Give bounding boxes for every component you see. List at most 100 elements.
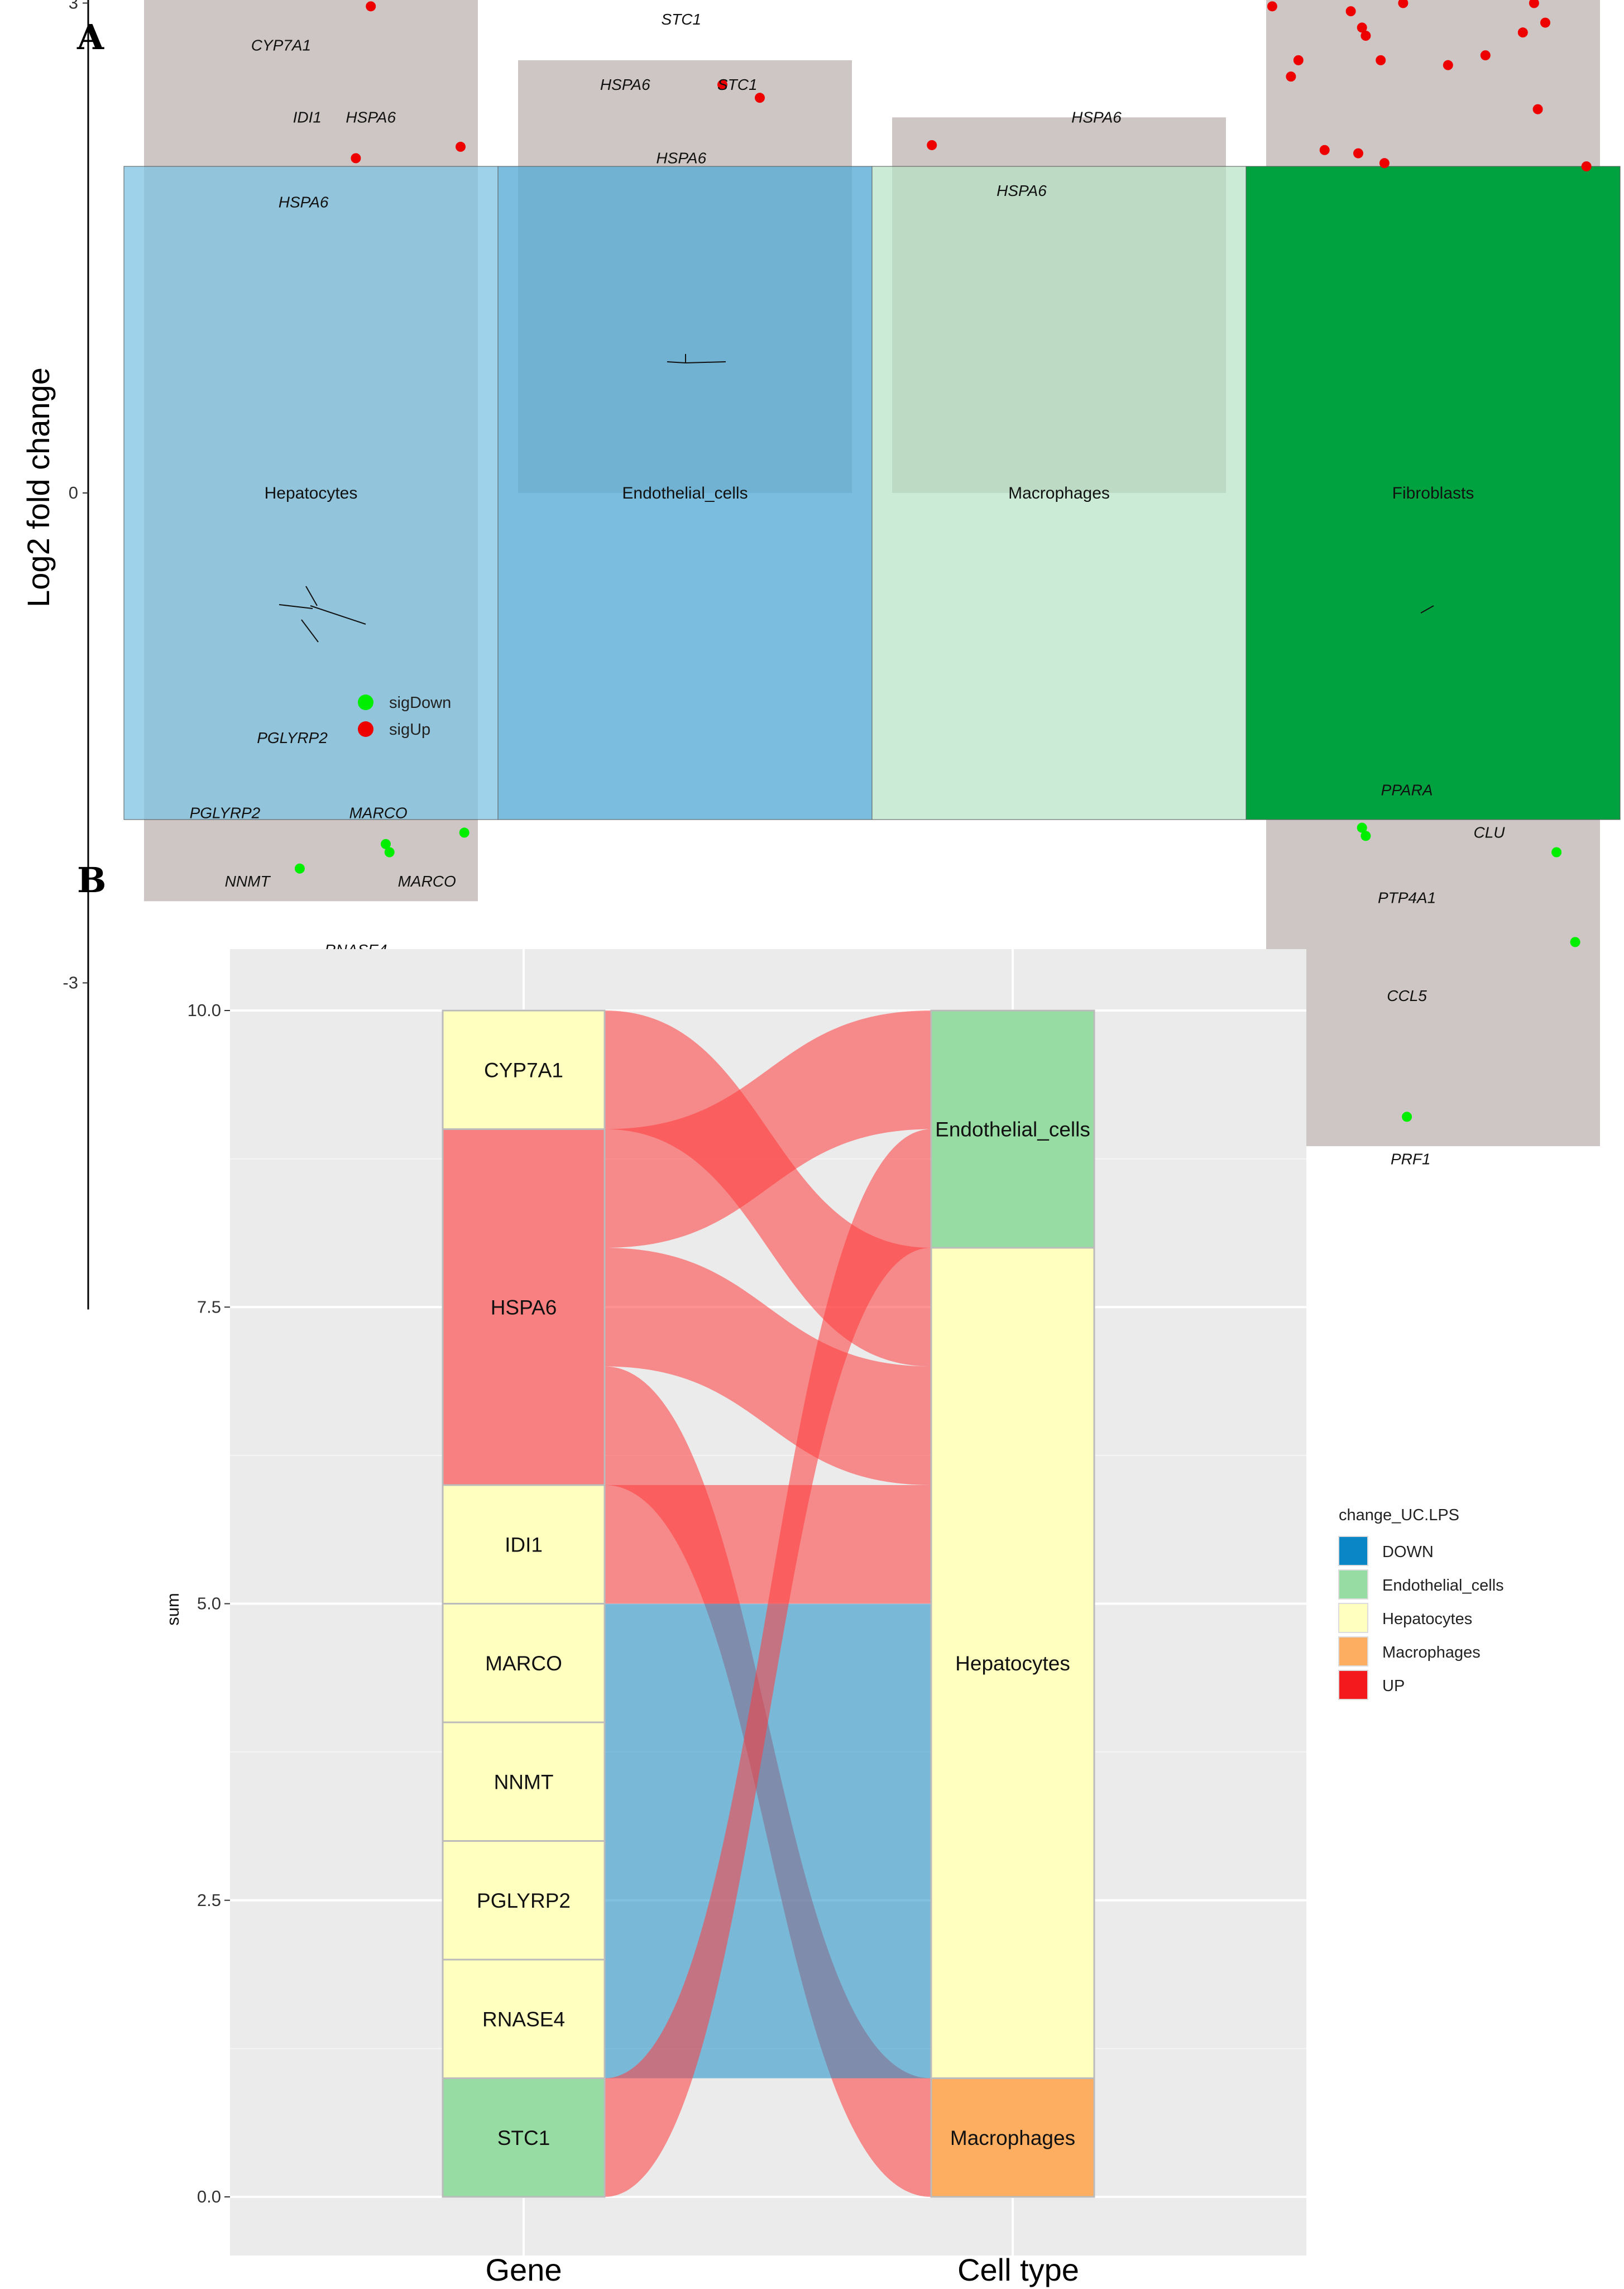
gene-label-24: CCL5 <box>1387 987 1427 1004</box>
data-point-34 <box>1319 145 1330 155</box>
y-tick-label-2: 5.0 <box>197 1594 221 1613</box>
label-connector-5 <box>667 361 686 363</box>
y-tick-label-0: 0.0 <box>197 2187 221 2206</box>
data-point-26 <box>1517 27 1528 38</box>
label-connector-7 <box>1420 605 1434 614</box>
legend-label-hepatocytes: Hepatocytes <box>1382 1610 1472 1628</box>
data-point-35 <box>1353 148 1363 159</box>
cell-stratum-macrophages <box>930 2077 1095 2198</box>
data-point-1 <box>351 153 361 164</box>
data-point-24 <box>1357 22 1367 33</box>
data-point-38 <box>1357 822 1367 833</box>
cell-type-box-hepatocytes <box>123 166 499 820</box>
legend-label-down: DOWN <box>1382 1543 1434 1561</box>
y-axis-title: sum <box>163 1593 183 1626</box>
data-point-27 <box>1540 17 1550 28</box>
cell-type-label-macrophages: Macrophages <box>1008 484 1110 502</box>
data-point-2 <box>456 141 466 152</box>
gene-label-25: PRF1 <box>1391 1150 1431 1167</box>
y-tick-label-2: 0 <box>69 483 78 502</box>
gene-label-2: HSPA6 <box>346 108 396 126</box>
data-point-6 <box>459 827 470 838</box>
gene-stratum-marco <box>442 1603 606 1723</box>
gene-stratum-label-hspa6: HSPA6 <box>491 1296 557 1319</box>
data-point-23 <box>1345 6 1356 17</box>
data-point-31 <box>1480 50 1491 61</box>
gene-stratum-cyp7a1 <box>442 1009 606 1130</box>
data-point-32 <box>1286 71 1296 82</box>
y-axis-title: Log2 fold change <box>21 367 56 607</box>
y-tick-label-3: -3 <box>63 973 78 993</box>
data-point-30 <box>1443 60 1453 70</box>
gene-stratum-idi1 <box>442 1484 606 1605</box>
data-point-3 <box>381 839 391 849</box>
data-point-22 <box>1267 1 1277 12</box>
data-point-5 <box>294 863 305 874</box>
data-point-8 <box>755 93 765 103</box>
gene-label-12: STC1 <box>717 76 758 93</box>
data-point-28 <box>1293 55 1304 65</box>
data-point-4 <box>384 847 395 858</box>
gene-label-4: PGLYRP2 <box>257 729 328 746</box>
legend-key-hepatocytes <box>1338 1603 1368 1633</box>
legend-title: change_UC.LPS <box>1339 1506 1459 1524</box>
gene-stratum-label-nnmt: NNMT <box>494 1770 554 1793</box>
flow-1 <box>605 1011 931 1248</box>
flow-2 <box>605 1248 931 1485</box>
data-point-37 <box>1581 161 1592 171</box>
gene-label-11: HSPA6 <box>600 76 650 93</box>
gene-stratum-label-rnase4: RNASE4 <box>482 2008 565 2031</box>
gene-label-22: CLU <box>1473 823 1505 841</box>
panel-a-letter: A <box>76 17 104 58</box>
gene-stratum-nnmt <box>442 1721 606 1842</box>
data-point-0 <box>366 1 376 12</box>
legend-key-sigdown <box>358 695 373 710</box>
data-point-39 <box>1360 831 1371 841</box>
gene-label-15: HSPA6 <box>997 182 1047 199</box>
gene-stratum-label-pglyrp2: PGLYRP2 <box>477 1889 571 1912</box>
legend-label-endothelial_cells: Endothelial_cells <box>1382 1577 1504 1594</box>
gene-label-13: HSPA6 <box>656 149 706 166</box>
flow-5 <box>605 1603 931 2079</box>
gene-label-0: CYP7A1 <box>251 37 311 54</box>
data-point-36 <box>1379 158 1390 169</box>
cell-stratum-label-macrophages: Macrophages <box>950 2127 1075 2149</box>
gene-stratum-label-stc1: STC1 <box>497 2127 550 2149</box>
legend-label-macrophages: Macrophages <box>1382 1644 1481 1661</box>
alluvial-chart: 0.0 2.5 5.0 7.5 10.0 sum CYP7A1 HSPA6 IDI1 MARCO N… <box>163 949 1504 2287</box>
gene-label-8: MARCO <box>398 873 456 890</box>
cell-stratum-label-endothelial_cells: Endothelial_cells <box>935 1118 1090 1141</box>
label-connector-1 <box>279 604 313 609</box>
label-connector-6 <box>685 361 726 363</box>
data-point-20 <box>1398 0 1409 8</box>
gene-label-23: PTP4A1 <box>1378 889 1436 906</box>
gene-label-21: PPARA <box>1381 781 1433 798</box>
cell-type-label-endothelial_cells: Endothelial_cells <box>622 484 748 502</box>
flow-4 <box>605 1485 931 1604</box>
legend-key-sigup <box>358 721 373 737</box>
legend-label-sigdown: sigDown <box>389 694 451 712</box>
legend-key-down <box>1338 1536 1368 1566</box>
data-point-29 <box>1376 55 1386 65</box>
y-tick-label-3: 7.5 <box>197 1297 221 1316</box>
cell-type-box-endothelial_cells <box>497 166 873 820</box>
cell-type-label-fibroblasts: Fibroblasts <box>1392 484 1474 502</box>
x-axis-title-gene: Gene <box>486 2252 562 2287</box>
label-connector-0 <box>305 586 318 606</box>
cell-type-box-fibroblasts <box>1245 166 1621 820</box>
gene-label-14: HSPA6 <box>1071 108 1122 126</box>
data-point-41 <box>1570 937 1580 947</box>
data-point-7 <box>717 79 727 90</box>
gene-stratum-label-idi1: IDI1 <box>505 1533 543 1556</box>
gene-stratum-label-marco: MARCO <box>485 1652 562 1675</box>
data-point-42 <box>1402 1112 1412 1122</box>
data-point-33 <box>1532 104 1543 114</box>
data-point-25 <box>1360 31 1371 41</box>
x-axis-title-celltype: Cell type <box>957 2252 1079 2287</box>
data-point-9 <box>927 140 937 150</box>
legend-key-up <box>1338 1670 1368 1700</box>
legend-label-sigup: sigUp <box>389 721 430 739</box>
gene-stratum-rnase4 <box>442 1958 606 2079</box>
